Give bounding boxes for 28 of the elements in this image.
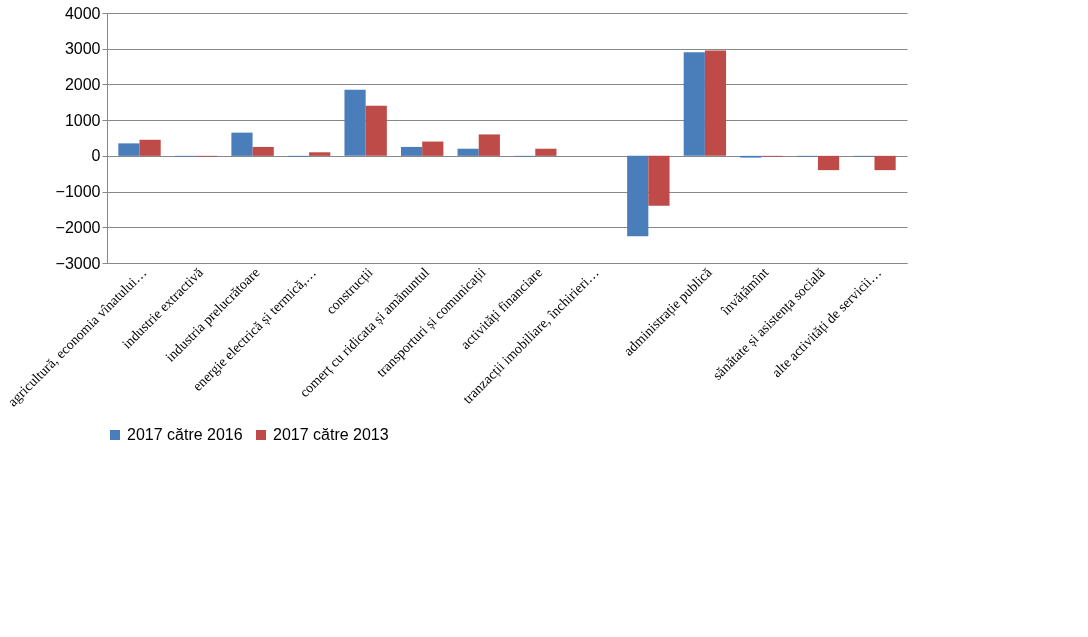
legend-label: 2017 către 2013: [273, 426, 389, 443]
bar: [400, 146, 423, 156]
bar: [231, 132, 253, 156]
bar: [139, 139, 161, 156]
y-tick-label: 1000: [64, 111, 101, 129]
bar: [457, 148, 479, 156]
y-tick-label: −1000: [55, 183, 101, 201]
bar: [817, 155, 840, 171]
bar: [874, 155, 896, 171]
bar: [422, 141, 444, 156]
legend-label: 2017 către 2016: [127, 426, 243, 443]
y-tick-label: 4000: [64, 4, 101, 22]
y-tick-label: 2000: [64, 75, 101, 93]
bar: [683, 52, 705, 156]
y-tick-label: −3000: [55, 254, 101, 272]
bar: [704, 50, 727, 156]
bar: [118, 143, 140, 156]
bar: [365, 105, 387, 156]
y-tick-label: −2000: [55, 218, 101, 236]
bar: [648, 155, 670, 206]
y-tick-label: 0: [91, 147, 101, 165]
y-tick-label: 3000: [64, 40, 101, 58]
bar: [535, 148, 557, 156]
bar: [627, 155, 649, 237]
bar: [344, 89, 366, 156]
bar: [252, 146, 274, 156]
bar: [309, 152, 331, 156]
bar: [478, 134, 500, 156]
